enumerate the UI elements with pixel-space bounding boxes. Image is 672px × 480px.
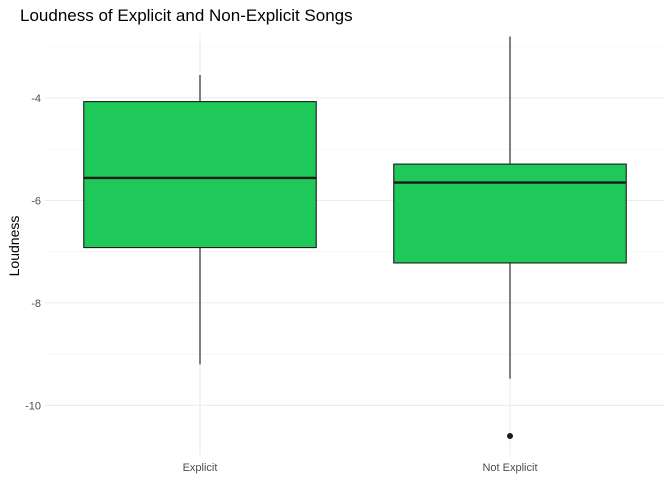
- box-series: [83, 36, 627, 440]
- box-iqr: [393, 163, 627, 264]
- box-explicit: [83, 74, 317, 365]
- outlier-point: [507, 433, 513, 440]
- y-tick-label: -10: [25, 400, 41, 412]
- x-tick-label: Explicit: [183, 462, 218, 474]
- chart-title: Loudness of Explicit and Non-Explicit So…: [20, 6, 353, 25]
- x-axis-ticks: Explicit Not Explicit: [183, 462, 538, 474]
- y-axis-title: Loudness: [6, 216, 22, 277]
- y-tick-label: -8: [31, 298, 41, 310]
- y-tick-label: -6: [31, 195, 41, 207]
- x-tick-label: Not Explicit: [482, 462, 537, 474]
- y-axis-ticks: -10 -8 -6 -4: [25, 93, 41, 412]
- box-iqr: [83, 101, 317, 249]
- box-not-explicit: [393, 36, 627, 440]
- y-tick-label: -4: [31, 93, 41, 105]
